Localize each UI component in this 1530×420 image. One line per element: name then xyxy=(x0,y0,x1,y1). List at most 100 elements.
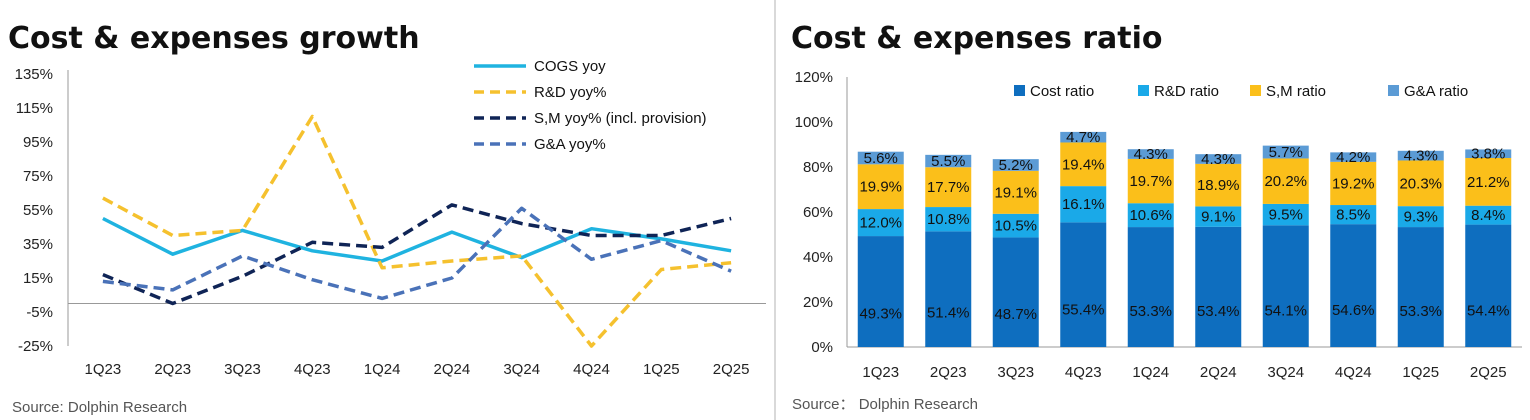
data-label: 10.6% xyxy=(1129,207,1172,224)
bar-segment-1 xyxy=(1262,203,1309,226)
data-label: 53.4% xyxy=(1197,303,1240,320)
data-label: 9.3% xyxy=(1404,209,1438,226)
bar-segment-1 xyxy=(1127,203,1174,228)
data-label: 19.2% xyxy=(1332,175,1375,192)
bar-segment-3 xyxy=(857,151,904,165)
y-tick-label: 20% xyxy=(803,294,833,311)
data-label: 10.5% xyxy=(994,218,1037,235)
bar-segment-0 xyxy=(1465,224,1512,347)
bar-segment-3 xyxy=(1060,131,1107,143)
bar-segment-2 xyxy=(857,164,904,210)
x-tick-label: 4Q24 xyxy=(1335,364,1372,381)
growth-chart-panel: Cost & expenses growth Source: Dolphin R… xyxy=(8,0,776,420)
data-label: 53.3% xyxy=(1399,303,1442,320)
legend-label: R&D ratio xyxy=(1154,83,1219,100)
data-label: 5.2% xyxy=(999,157,1033,174)
x-tick-label: 3Q24 xyxy=(1267,364,1304,381)
data-label: 5.6% xyxy=(864,150,898,167)
data-label: 4.3% xyxy=(1134,146,1168,163)
y-tick-label: 15% xyxy=(23,270,53,287)
bar-segment-1 xyxy=(992,213,1039,238)
bar-segment-1 xyxy=(1465,205,1512,225)
data-label: 54.6% xyxy=(1332,302,1375,319)
legend-label: R&D yoy% xyxy=(534,84,607,101)
bar-segment-0 xyxy=(1127,227,1174,347)
bar-segment-0 xyxy=(1060,222,1107,347)
legend-label: COGS yoy xyxy=(534,58,606,75)
legend-label: G&A yoy% xyxy=(534,136,606,153)
data-label: 10.8% xyxy=(927,211,970,228)
legend-swatch xyxy=(1014,85,1025,96)
data-label: 55.4% xyxy=(1062,302,1105,319)
data-label: 5.7% xyxy=(1269,144,1303,161)
bar-segment-3 xyxy=(1465,149,1512,158)
series-line-3 xyxy=(102,206,732,301)
bar-segment-2 xyxy=(1195,163,1242,207)
bar-segment-3 xyxy=(1262,145,1309,159)
y-tick-label: 135% xyxy=(15,66,53,83)
growth-chart: Cost & expenses growth Source: Dolphin R… xyxy=(8,21,766,416)
x-tick-label: 2Q23 xyxy=(930,364,967,381)
data-label: 5.5% xyxy=(931,153,965,170)
y-tick-label: 95% xyxy=(23,134,53,151)
legend-label: G&A ratio xyxy=(1404,83,1468,100)
growth-chart-source: Source: Dolphin Research xyxy=(12,399,187,416)
y-tick-label: 40% xyxy=(803,249,833,266)
x-tick-label: 4Q23 xyxy=(294,361,331,378)
bar-segment-1 xyxy=(857,209,904,237)
data-label: 17.7% xyxy=(927,179,970,196)
y-tick-label: 0% xyxy=(811,339,833,356)
bar-segment-3 xyxy=(992,159,1039,171)
ratio-chart-panel: Cost & expenses ratio Source： Dolphin Re… xyxy=(778,0,1530,420)
bar-segment-0 xyxy=(925,231,972,347)
x-tick-label: 1Q23 xyxy=(862,364,899,381)
x-tick-label: 1Q24 xyxy=(1132,364,1169,381)
bar-segment-2 xyxy=(1397,160,1444,207)
legend-swatch xyxy=(1388,85,1399,96)
bar-segment-2 xyxy=(1262,158,1309,204)
bar-segment-1 xyxy=(1330,205,1377,225)
series-line-1 xyxy=(102,114,732,348)
y-tick-label: 60% xyxy=(803,204,833,221)
data-label: 19.4% xyxy=(1062,156,1105,173)
data-label: 9.1% xyxy=(1201,209,1235,226)
bar-segment-3 xyxy=(1397,150,1444,161)
x-tick-label: 1Q25 xyxy=(643,361,680,378)
data-label: 19.9% xyxy=(859,179,902,196)
growth-chart-title: Cost & expenses growth xyxy=(8,21,420,56)
data-label: 4.7% xyxy=(1066,129,1100,146)
x-tick-label: 2Q25 xyxy=(1470,364,1507,381)
bar-segment-3 xyxy=(1330,152,1377,162)
bar-segment-3 xyxy=(1195,154,1242,164)
x-tick-label: 4Q24 xyxy=(573,361,610,378)
bar-segment-3 xyxy=(925,154,972,168)
legend-swatch xyxy=(1250,85,1261,96)
x-tick-label: 2Q24 xyxy=(1200,364,1237,381)
x-tick-label: 2Q24 xyxy=(434,361,471,378)
bar-segment-2 xyxy=(925,167,972,208)
bar-segment-2 xyxy=(1060,142,1107,187)
x-tick-label: 3Q23 xyxy=(224,361,261,378)
x-tick-label: 1Q23 xyxy=(85,361,122,378)
y-tick-label: 120% xyxy=(795,69,833,86)
data-label: 3.8% xyxy=(1471,146,1505,163)
ratio-chart-title: Cost & expenses ratio xyxy=(791,21,1163,56)
ratio-chart-source: Source： Dolphin Research xyxy=(792,396,978,413)
data-label: 8.4% xyxy=(1471,207,1505,224)
y-tick-label: 115% xyxy=(16,100,53,117)
bar-segment-1 xyxy=(1397,206,1444,228)
data-label: 20.2% xyxy=(1264,173,1307,190)
bar-segment-0 xyxy=(857,236,904,347)
data-label: 18.9% xyxy=(1197,177,1240,194)
bar-segment-2 xyxy=(1465,158,1512,206)
data-label: 16.1% xyxy=(1062,196,1105,213)
data-label: 4.2% xyxy=(1336,149,1370,166)
bar-segment-0 xyxy=(1397,227,1444,347)
legend-label: Cost ratio xyxy=(1030,83,1094,100)
data-label: 53.3% xyxy=(1129,303,1172,320)
data-label: 21.2% xyxy=(1467,174,1510,191)
y-tick-label: -5% xyxy=(26,304,53,321)
x-tick-label: 1Q24 xyxy=(364,361,401,378)
bar-segment-0 xyxy=(992,237,1039,347)
x-tick-label: 2Q23 xyxy=(154,361,191,378)
